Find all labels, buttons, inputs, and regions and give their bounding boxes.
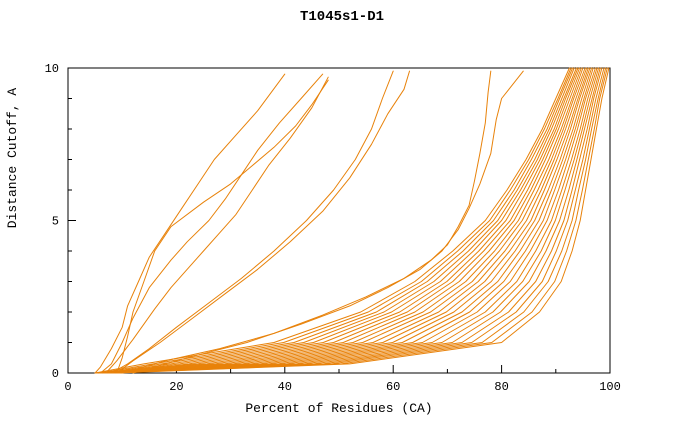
model-curve bbox=[132, 70, 524, 374]
model-curve bbox=[107, 67, 575, 374]
model-curve bbox=[107, 67, 586, 374]
model-curve bbox=[107, 67, 607, 374]
model-curve bbox=[116, 79, 329, 374]
x-tick-label: 0 bbox=[64, 380, 71, 394]
model-curve bbox=[111, 67, 588, 374]
x-tick-label: 60 bbox=[386, 380, 400, 394]
model-curve bbox=[98, 67, 593, 374]
y-tick-label: 5 bbox=[52, 215, 59, 229]
model-curve bbox=[111, 67, 608, 374]
model-curve bbox=[116, 67, 610, 374]
x-tick-label: 80 bbox=[494, 380, 508, 394]
model-curve bbox=[100, 73, 324, 374]
page-title: T1045s1-D1 bbox=[300, 9, 384, 25]
model-curve bbox=[103, 67, 594, 374]
model-curve bbox=[94, 67, 581, 374]
model-curve bbox=[116, 67, 600, 374]
model-curve bbox=[103, 67, 574, 374]
y-tick-label: 0 bbox=[52, 367, 59, 381]
model-curve bbox=[111, 67, 577, 374]
model-curve bbox=[110, 70, 394, 374]
tick-labels: 0 20 40 60 80 100 0 5 10 bbox=[45, 62, 621, 394]
y-axis-label: Distance Cutoff, A bbox=[5, 88, 20, 229]
x-tick-label: 40 bbox=[278, 380, 292, 394]
model-curve bbox=[98, 67, 603, 374]
model-curve bbox=[116, 70, 410, 374]
model-curve bbox=[103, 67, 605, 374]
data-series-lines bbox=[94, 67, 610, 374]
model-curve bbox=[94, 73, 286, 374]
x-tick-label: 100 bbox=[599, 380, 621, 394]
model-curve bbox=[103, 67, 584, 374]
model-curve bbox=[116, 67, 579, 374]
model-curve bbox=[107, 67, 596, 374]
model-curve bbox=[98, 67, 582, 374]
model-curve bbox=[121, 70, 492, 374]
model-curve bbox=[111, 67, 598, 374]
model-curve bbox=[94, 67, 601, 374]
x-axis-label: Percent of Residues (CA) bbox=[245, 401, 432, 416]
model-curve bbox=[94, 67, 570, 374]
model-curve bbox=[98, 67, 572, 374]
model-curve bbox=[105, 76, 329, 374]
model-curve bbox=[94, 67, 591, 374]
y-tick-label: 10 bbox=[45, 62, 59, 76]
axes bbox=[67, 67, 611, 374]
x-tick-label: 20 bbox=[169, 380, 183, 394]
model-curve bbox=[116, 67, 589, 374]
